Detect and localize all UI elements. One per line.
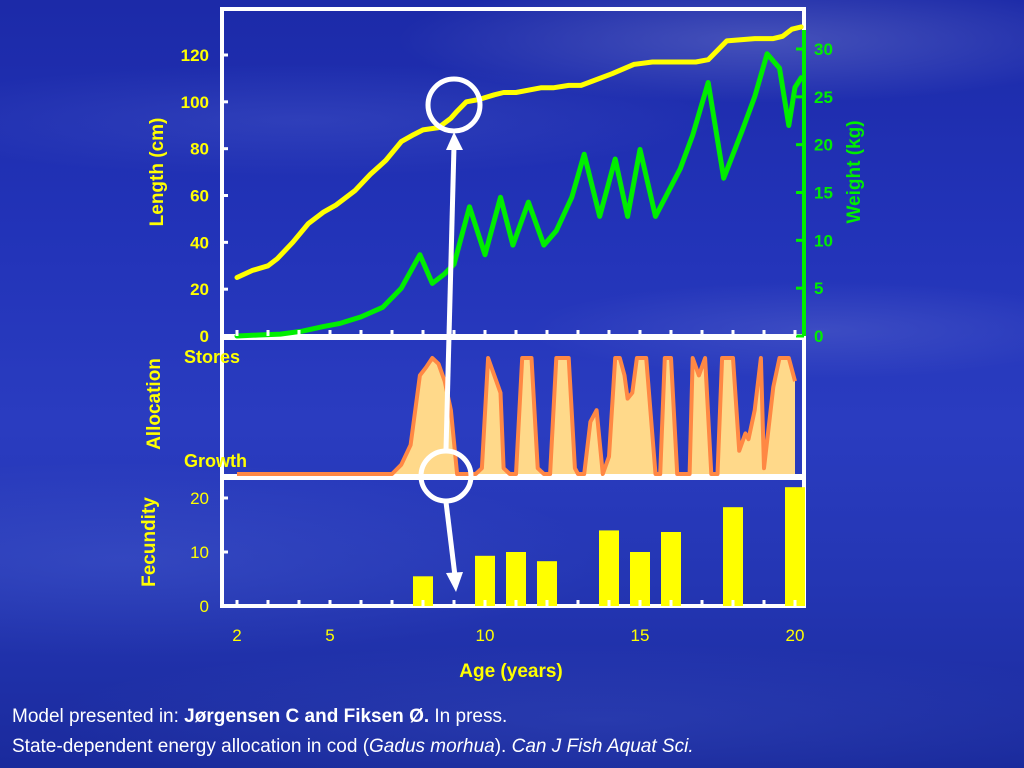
- fecundity-tick-label: 0: [200, 597, 209, 616]
- age-tick-label: 10: [476, 626, 495, 645]
- fecundity-bar: [630, 552, 650, 606]
- x-axis-title: Age (years): [459, 661, 563, 682]
- axis-ticks: [235, 330, 797, 606]
- arrow-head-up: [446, 132, 463, 150]
- weight-tick-label: 15: [814, 184, 833, 203]
- growth-label: Growth: [184, 451, 247, 471]
- caption-species: Gadus morhua: [369, 736, 495, 757]
- fecundity-bar: [661, 532, 681, 606]
- weight-tick-label: 20: [814, 136, 833, 155]
- fecundity-bar: [723, 507, 743, 606]
- fecundity-bar: [599, 530, 619, 606]
- caption-line-1: Model presented in: Jørgensen C and Fiks…: [12, 706, 507, 728]
- weight-tick-label: 10: [814, 231, 833, 250]
- caption-status: In press.: [429, 706, 508, 727]
- length-tick-label: 20: [190, 280, 209, 299]
- fecundity-tick-label: 10: [190, 543, 209, 562]
- caption-authors: Jørgensen C and Fiksen Ø.: [184, 706, 430, 727]
- fecundity-axis-title: Fecundity: [139, 497, 160, 587]
- fecundity-panel: 0 10 20 2 5 10 15 20: [190, 487, 805, 645]
- caption-separator: ).: [494, 736, 512, 757]
- age-tick-label: 20: [786, 626, 805, 645]
- arrow-shaft-down: [443, 501, 458, 577]
- length-axis-title: Length (cm): [147, 118, 168, 227]
- fecundity-bar: [785, 487, 805, 606]
- growth-panel: 0 20 40 60 80 100 120 0 5 10 15 20 25 30: [181, 24, 833, 346]
- arrow-shaft-up: [443, 145, 457, 451]
- fecundity-bar: [537, 561, 557, 606]
- weight-tick-label: 0: [814, 327, 823, 346]
- length-tick-label: 120: [181, 46, 209, 65]
- caption-title: State-dependent energy allocation in cod…: [12, 736, 370, 757]
- weight-tick-label: 25: [814, 88, 833, 107]
- length-tick-label: 80: [190, 140, 209, 159]
- stores-label: Stores: [184, 347, 240, 367]
- fecundity-bar: [475, 555, 495, 606]
- weight-tick-label: 5: [814, 279, 823, 298]
- arrow-head-down: [446, 572, 463, 592]
- weight-tick-label: 30: [814, 40, 833, 59]
- length-tick-label: 40: [190, 233, 209, 252]
- fecundity-bar: [413, 576, 433, 606]
- allocation-line: [237, 356, 797, 476]
- growth-panel-frame: [220, 7, 806, 338]
- growth-highlight-circle: [425, 76, 483, 134]
- panel-borders: [220, 7, 806, 608]
- length-tick-label: 100: [181, 93, 209, 112]
- fecundity-bar: [506, 552, 526, 606]
- age-tick-label: 2: [232, 626, 241, 645]
- allocation-highlight-circle: [418, 448, 474, 504]
- age-tick-label: 15: [631, 626, 650, 645]
- caption-line-2: State-dependent energy allocation in cod…: [12, 736, 694, 758]
- fecundity-tick-label: 20: [190, 489, 209, 508]
- caption-prefix: Model presented in:: [12, 706, 185, 727]
- caption-journal: Can J Fish Aquat Sci.: [511, 736, 694, 757]
- length-series-line: [234, 24, 804, 280]
- weight-series-line: [234, 51, 804, 339]
- allocation-panel: [237, 356, 797, 476]
- highlight-annotation: [418, 76, 483, 592]
- length-tick-label: 60: [190, 187, 209, 206]
- weight-axis-title: Weight (kg): [844, 120, 865, 223]
- length-tick-label: 0: [200, 327, 209, 346]
- allocation-axis-title: Allocation: [144, 358, 165, 450]
- allocation-area: [237, 358, 795, 474]
- age-tick-label: 5: [325, 626, 334, 645]
